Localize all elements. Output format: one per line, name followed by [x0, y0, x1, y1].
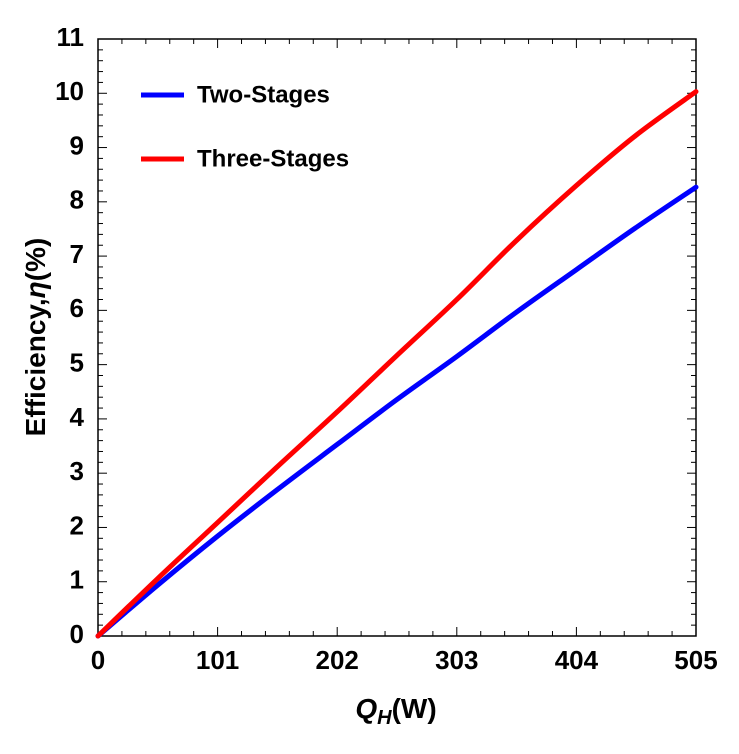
x-tick-label: 202 — [316, 645, 359, 675]
y-tick-label: 4 — [70, 402, 85, 432]
y-tick-label: 5 — [70, 348, 84, 378]
plot-frame — [97, 38, 697, 637]
y-axis-title-suffix: (%) — [20, 238, 51, 282]
x-tick-label: 303 — [435, 645, 478, 675]
x-tick-label: 505 — [674, 645, 717, 675]
y-axis-title: Efficiency,η(%) — [20, 238, 51, 437]
series-layer — [95, 89, 699, 639]
legend: Two-Stages Three-Stages — [141, 81, 349, 172]
x-axis-title-unit: (W) — [392, 693, 437, 724]
x-tick-label: 0 — [91, 645, 105, 675]
y-tick-label: 7 — [70, 239, 84, 269]
legend-label-two-stages: Two-Stages — [197, 81, 330, 108]
x-axis-title-subscript: H — [377, 707, 392, 729]
y-tick-label: 11 — [57, 22, 85, 52]
y-axis-title-symbol: η — [20, 281, 51, 298]
series-line-two-stages — [95, 184, 699, 639]
series-line-three-stages — [95, 89, 699, 639]
x-axis-title-main: Q — [355, 693, 377, 724]
y-tick-label: 3 — [70, 456, 84, 486]
x-tick-label: 101 — [196, 645, 239, 675]
x-tick-label: 404 — [555, 645, 599, 675]
y-tick-label: 8 — [70, 185, 84, 215]
y-tick-label: 9 — [70, 130, 84, 160]
axis-ticks: 0 1 2 3 4 5 6 7 8 9 10 11 0 101 202 303 404 505 — [55, 22, 718, 675]
y-tick-label: 6 — [70, 293, 84, 323]
legend-label-three-stages: Three-Stages — [197, 145, 349, 172]
y-axis-title-prefix: Efficiency, — [20, 298, 51, 436]
y-tick-label: 1 — [70, 565, 84, 595]
y-tick-label: 0 — [70, 619, 84, 649]
y-tick-label: 2 — [70, 510, 84, 540]
y-tick-label: 10 — [55, 76, 84, 106]
x-axis-title: QH(W) — [355, 693, 436, 729]
